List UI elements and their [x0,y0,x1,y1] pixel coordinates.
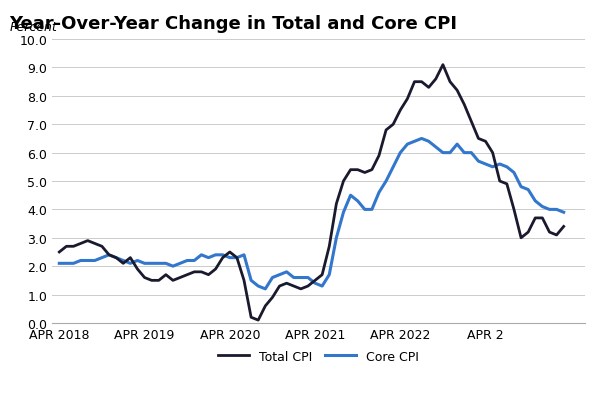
Legend: Total CPI, Core CPI: Total CPI, Core CPI [213,345,424,368]
Text: Year-Over-Year Change in Total and Core CPI: Year-Over-Year Change in Total and Core … [10,15,458,33]
Y-axis label: Percent: Percent [10,21,58,34]
